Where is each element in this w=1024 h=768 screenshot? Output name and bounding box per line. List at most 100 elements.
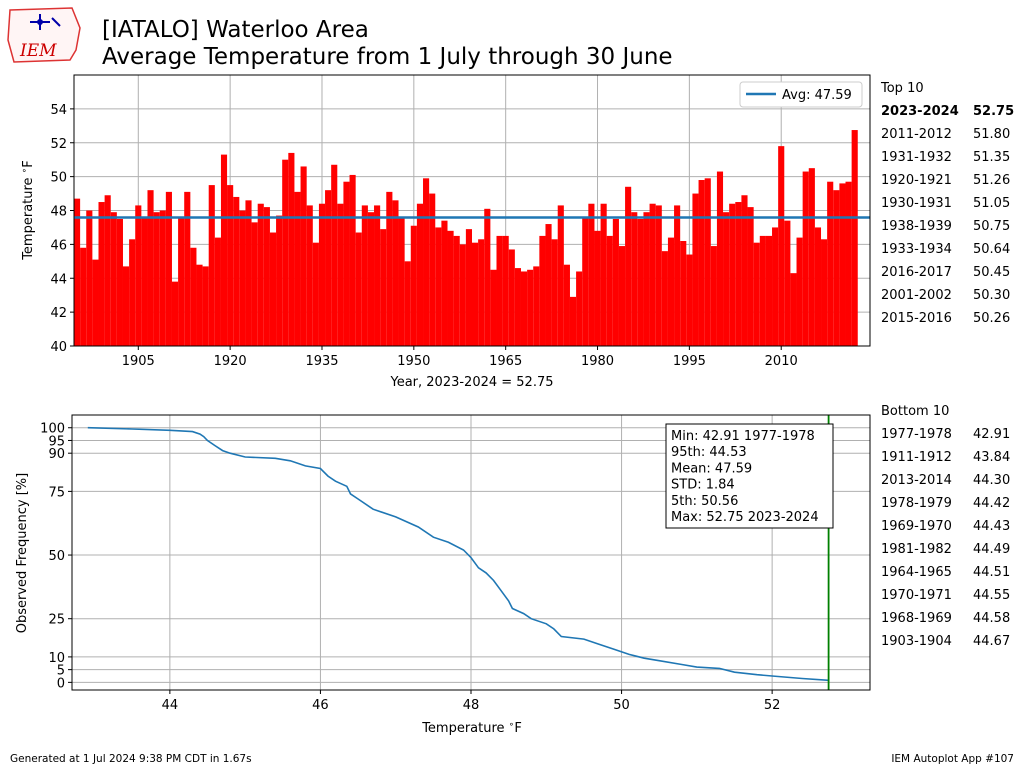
bar — [551, 239, 558, 346]
bar — [655, 205, 662, 346]
x-tick-label: 1905 — [122, 354, 155, 369]
bar — [380, 229, 387, 346]
x-tick-label: 48 — [463, 698, 480, 713]
bar — [729, 203, 736, 346]
bottom10-season: 1978-1979 — [881, 496, 952, 511]
y-tick-label: 100 — [40, 422, 65, 437]
bar — [110, 212, 117, 346]
bottom10-season: 1969-1970 — [881, 519, 952, 534]
bar — [674, 205, 681, 346]
x-tick-label: 2010 — [765, 354, 798, 369]
y-tick-label: 0 — [57, 676, 65, 691]
bar — [631, 212, 638, 346]
chart-title-line2: Average Temperature from 1 July through … — [102, 44, 673, 70]
top10-season: 2016-2017 — [881, 265, 952, 280]
bar-chart-ylabel: Temperature ∘F — [20, 160, 36, 261]
bottom10-value: 44.30 — [973, 473, 1010, 488]
x-tick-label: 1935 — [305, 354, 338, 369]
bar — [282, 159, 289, 346]
bar — [667, 237, 675, 346]
bar-chart-xlabel: Year, 2023-2024 = 52.75 — [389, 375, 553, 390]
bar — [453, 235, 460, 346]
bar — [723, 212, 730, 346]
bar — [569, 296, 577, 346]
top10-value: 51.26 — [973, 173, 1010, 188]
y-tick-label: 48 — [50, 205, 67, 220]
bar — [606, 235, 613, 346]
top10-value: 50.30 — [973, 288, 1010, 303]
bar — [147, 190, 154, 346]
bar — [827, 181, 834, 346]
bar — [582, 217, 589, 346]
logo-text: IEM — [19, 41, 57, 61]
bar — [845, 181, 852, 346]
y-tick-label: 44 — [50, 272, 67, 287]
bottom10-value: 44.43 — [973, 519, 1010, 534]
legend-label: Avg: 47.59 — [782, 88, 852, 103]
bar — [196, 264, 203, 346]
bar — [576, 271, 583, 346]
bar — [429, 193, 436, 346]
x-tick-label: 1980 — [581, 354, 614, 369]
x-tick-label: 46 — [312, 698, 329, 713]
bar — [814, 227, 822, 346]
bar — [539, 235, 546, 346]
bar — [178, 217, 185, 346]
bar — [790, 273, 797, 346]
bar — [269, 232, 277, 346]
y-tick-label: 90 — [48, 447, 65, 462]
bar — [116, 218, 123, 346]
bar — [416, 203, 424, 346]
y-tick-label: 42 — [50, 306, 67, 321]
bar — [484, 208, 491, 346]
bar — [741, 195, 748, 346]
bar — [349, 174, 356, 346]
x-tick-label: 1995 — [673, 354, 706, 369]
bottom10-season: 1981-1982 — [881, 542, 952, 557]
top10-season: 2023-2024 — [881, 104, 959, 119]
bar — [643, 212, 650, 346]
bottom10-season: 1911-1912 — [881, 450, 952, 465]
bar — [92, 259, 99, 346]
stats-line: Max: 52.75 2023-2024 — [671, 510, 819, 525]
bar — [361, 205, 368, 346]
top10-value: 51.80 — [973, 127, 1010, 142]
bar — [612, 218, 619, 346]
bar — [220, 154, 228, 346]
top10-season: 1930-1931 — [881, 196, 952, 211]
footer-generated: Generated at 1 Jul 2024 9:38 PM CDT in 1… — [10, 753, 252, 765]
bar — [472, 242, 479, 346]
bottom10-season: 1903-1904 — [881, 634, 952, 649]
bar — [318, 203, 326, 346]
bottom10-season: 1964-1965 — [881, 565, 952, 580]
bar — [796, 237, 803, 346]
bar — [288, 152, 295, 346]
bar — [839, 183, 846, 346]
top10-season: 1933-1934 — [881, 242, 952, 257]
y-tick-label: 50 — [48, 549, 65, 564]
bar — [227, 185, 234, 346]
bar — [490, 269, 497, 346]
bottom10-value: 44.42 — [973, 496, 1010, 511]
bar — [821, 239, 828, 346]
bar — [171, 281, 179, 346]
iem-logo: IEM — [7, 7, 81, 63]
bar — [214, 237, 221, 346]
bar — [135, 205, 142, 346]
bar — [833, 190, 840, 346]
bar — [588, 203, 595, 346]
bar — [331, 164, 338, 346]
bar — [276, 215, 283, 346]
x-tick-label: 1920 — [214, 354, 247, 369]
bar — [104, 195, 111, 346]
chart-title-line1: [IATALO] Waterloo Area — [102, 17, 369, 43]
bar — [784, 220, 791, 346]
bar — [294, 191, 301, 346]
bar — [680, 240, 687, 346]
bar — [759, 235, 766, 346]
top10-value: 50.64 — [973, 242, 1010, 257]
